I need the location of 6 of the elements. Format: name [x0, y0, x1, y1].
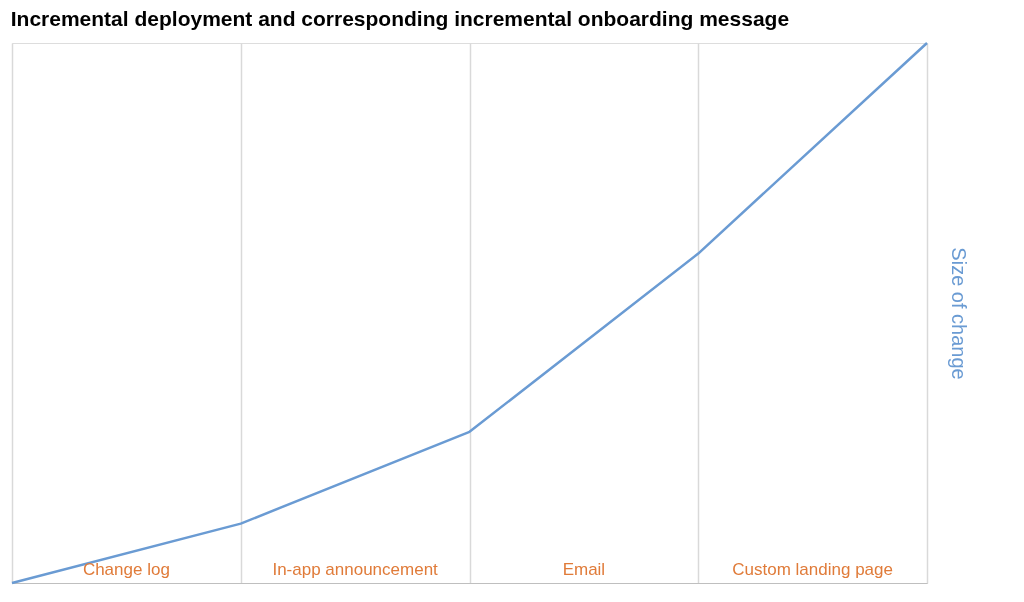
annotation: Change log — [82, 560, 170, 579]
annotation: Email — [562, 560, 606, 579]
annotation: Custom landing page — [732, 560, 893, 579]
y-axis-title: Size of change — [947, 247, 970, 380]
annotation: In-app announcement — [272, 560, 439, 579]
chart-title: Incremental deployment and corresponding incremental onboarding message — [10, 6, 790, 30]
